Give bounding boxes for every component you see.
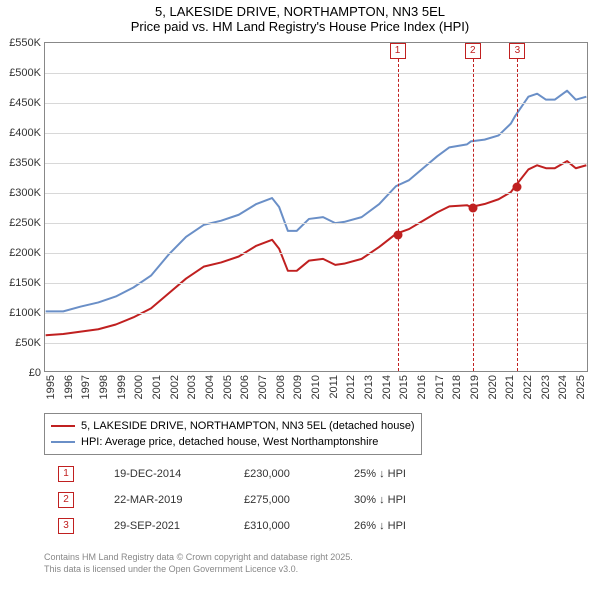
sale-date: 29-SEP-2021 xyxy=(114,520,204,532)
chart-svg xyxy=(45,43,587,371)
marker-dot xyxy=(513,183,522,192)
sale-row: 2 22-MAR-2019 £275,000 30% ↓ HPI xyxy=(58,492,406,508)
legend-swatch xyxy=(51,441,75,443)
x-axis-label: 2022 xyxy=(522,375,534,399)
x-axis-label: 2018 xyxy=(451,375,463,399)
sale-num-box: 2 xyxy=(58,492,74,508)
chart-plot-area: £0£50K£100K£150K£200K£250K£300K£350K£400… xyxy=(44,42,588,372)
x-axis-label: 2016 xyxy=(416,375,428,399)
x-axis-label: 1998 xyxy=(98,375,110,399)
sale-row: 3 29-SEP-2021 £310,000 26% ↓ HPI xyxy=(58,518,406,534)
footer-line-1: Contains HM Land Registry data © Crown c… xyxy=(44,552,353,564)
x-axis-label: 2014 xyxy=(381,375,393,399)
legend-label: 5, LAKESIDE DRIVE, NORTHAMPTON, NN3 5EL … xyxy=(81,420,415,432)
marker-box: 3 xyxy=(509,43,525,59)
x-axis-label: 2013 xyxy=(363,375,375,399)
gridline xyxy=(45,253,587,254)
x-axis-label: 2020 xyxy=(487,375,499,399)
y-axis-label: £250K xyxy=(9,217,41,229)
chart-title: 5, LAKESIDE DRIVE, NORTHAMPTON, NN3 5EL xyxy=(0,0,600,19)
x-axis-label: 2019 xyxy=(469,375,481,399)
x-axis-label: 2005 xyxy=(222,375,234,399)
x-axis-label: 2017 xyxy=(434,375,446,399)
sale-price: £230,000 xyxy=(244,468,314,480)
x-axis-label: 2010 xyxy=(310,375,322,399)
chart-legend: 5, LAKESIDE DRIVE, NORTHAMPTON, NN3 5EL … xyxy=(44,413,422,455)
x-axis-label: 2006 xyxy=(239,375,251,399)
marker-line xyxy=(473,59,474,371)
legend-swatch xyxy=(51,425,75,427)
gridline xyxy=(45,193,587,194)
sale-price: £275,000 xyxy=(244,494,314,506)
x-axis-label: 2015 xyxy=(398,375,410,399)
marker-box: 1 xyxy=(390,43,406,59)
x-axis-label: 2003 xyxy=(186,375,198,399)
x-axis-label: 2008 xyxy=(275,375,287,399)
y-axis-label: £550K xyxy=(9,37,41,49)
x-axis-label: 1999 xyxy=(116,375,128,399)
y-axis-label: £50K xyxy=(15,337,41,349)
x-axis-label: 2002 xyxy=(169,375,181,399)
legend-item: HPI: Average price, detached house, West… xyxy=(51,434,415,450)
sale-num-box: 3 xyxy=(58,518,74,534)
footer-attribution: Contains HM Land Registry data © Crown c… xyxy=(44,552,353,575)
y-axis-label: £450K xyxy=(9,97,41,109)
y-axis-label: £500K xyxy=(9,67,41,79)
x-axis-label: 2023 xyxy=(540,375,552,399)
x-axis-label: 2024 xyxy=(557,375,569,399)
marker-line xyxy=(517,59,518,371)
footer-line-2: This data is licensed under the Open Gov… xyxy=(44,564,353,576)
series-hpi-line xyxy=(46,91,587,312)
y-axis-label: £400K xyxy=(9,127,41,139)
sale-diff: 30% ↓ HPI xyxy=(354,494,406,506)
y-axis-label: £0 xyxy=(29,367,41,379)
x-axis-label: 2004 xyxy=(204,375,216,399)
y-axis-label: £350K xyxy=(9,157,41,169)
gridline xyxy=(45,73,587,74)
y-axis-label: £150K xyxy=(9,277,41,289)
sale-date: 22-MAR-2019 xyxy=(114,494,204,506)
marker-box: 2 xyxy=(465,43,481,59)
sale-price: £310,000 xyxy=(244,520,314,532)
x-axis-label: 1996 xyxy=(63,375,75,399)
series-price-line xyxy=(46,161,587,335)
y-axis-label: £200K xyxy=(9,247,41,259)
gridline xyxy=(45,313,587,314)
x-axis-label: 1997 xyxy=(80,375,92,399)
legend-label: HPI: Average price, detached house, West… xyxy=(81,436,378,448)
x-axis-label: 2000 xyxy=(133,375,145,399)
x-axis-label: 2001 xyxy=(151,375,163,399)
marker-line xyxy=(398,59,399,371)
chart-subtitle: Price paid vs. HM Land Registry's House … xyxy=(0,19,600,38)
gridline xyxy=(45,103,587,104)
gridline xyxy=(45,133,587,134)
x-axis-label: 2011 xyxy=(328,375,340,399)
gridline xyxy=(45,223,587,224)
x-axis-label: 2009 xyxy=(292,375,304,399)
marker-dot xyxy=(468,204,477,213)
x-axis-label: 2025 xyxy=(575,375,587,399)
gridline xyxy=(45,283,587,284)
x-axis-label: 2007 xyxy=(257,375,269,399)
y-axis-label: £100K xyxy=(9,307,41,319)
x-axis-label: 2012 xyxy=(345,375,357,399)
x-axis-label: 2021 xyxy=(504,375,516,399)
legend-item: 5, LAKESIDE DRIVE, NORTHAMPTON, NN3 5EL … xyxy=(51,418,415,434)
sale-diff: 26% ↓ HPI xyxy=(354,520,406,532)
sale-diff: 25% ↓ HPI xyxy=(354,468,406,480)
sale-date: 19-DEC-2014 xyxy=(114,468,204,480)
sale-num-box: 1 xyxy=(58,466,74,482)
y-axis-label: £300K xyxy=(9,187,41,199)
gridline xyxy=(45,163,587,164)
sale-row: 1 19-DEC-2014 £230,000 25% ↓ HPI xyxy=(58,466,406,482)
gridline xyxy=(45,343,587,344)
x-axis-label: 1995 xyxy=(45,375,57,399)
marker-dot xyxy=(393,231,402,240)
